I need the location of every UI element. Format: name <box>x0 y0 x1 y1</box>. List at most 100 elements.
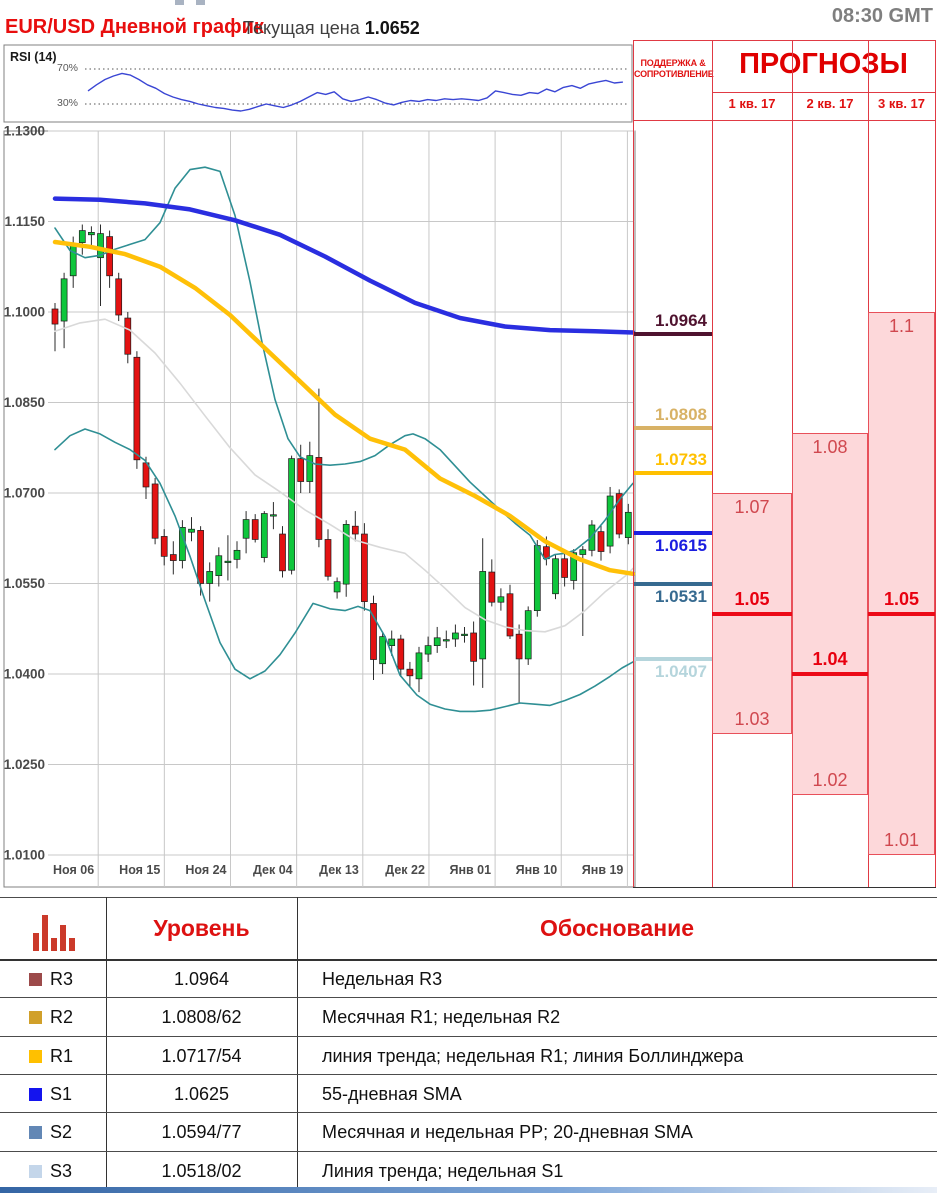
level-value-S3: 1.0518/02 <box>161 1160 242 1181</box>
level-color-swatch-R1 <box>29 1049 42 1063</box>
candle-up <box>452 632 459 640</box>
forecast-pivot-line <box>712 611 792 616</box>
candle-up <box>588 524 596 551</box>
rsi-line <box>87 72 623 112</box>
candle-down <box>351 525 359 535</box>
rsi-70-tick: 70% <box>56 62 78 74</box>
candle-up <box>442 639 450 642</box>
candle-down <box>279 533 286 572</box>
cropped-logo-artifact <box>175 0 184 5</box>
forecasts-header: ПРОГНОЗЫ <box>739 48 908 80</box>
timestamp-gmt: 08:30 GMT <box>831 5 933 27</box>
x-axis-label: Дек 13 <box>319 863 359 877</box>
table-row-border <box>0 997 937 999</box>
candle-up <box>461 633 468 636</box>
level-color-swatch-S3 <box>29 1164 42 1178</box>
quarter-3-header: 3 кв. 17 <box>877 96 926 111</box>
candle-up <box>533 545 541 611</box>
forecast-pivot-label: 1.05 <box>883 588 920 609</box>
level-reason-S3: Линия тренда; недельная S1 <box>322 1160 564 1181</box>
candle-up <box>333 581 341 593</box>
candle-up <box>342 524 350 585</box>
sr-level-line-R1 <box>634 471 712 476</box>
x-axis-label: Янв 19 <box>582 863 624 877</box>
level-reason-R3: Недельная R3 <box>322 969 443 990</box>
y-axis-tick: 1.0850 <box>4 395 45 410</box>
forecast-high-label: 1.08 <box>812 436 848 457</box>
candle-up <box>479 571 487 660</box>
candle-up <box>388 638 396 646</box>
forecast-high-label: 1.07 <box>734 497 770 517</box>
candle-up <box>97 233 104 259</box>
level-key-R1: R1 <box>50 1045 74 1066</box>
candle-down <box>133 356 141 461</box>
table-row-border <box>0 1073 937 1075</box>
candle-down <box>315 457 323 540</box>
candle-up <box>260 513 268 558</box>
candle-up <box>270 514 277 517</box>
level-color-swatch-R2 <box>29 1011 42 1025</box>
level-reason-S2: Месячная и недельная PP; 20-дневная SMA <box>322 1122 693 1143</box>
table-header-level: Уровень <box>153 915 250 941</box>
bar-chart-icon <box>33 911 77 956</box>
candle-down <box>515 633 523 660</box>
forecast-low-label: 1.01 <box>883 830 920 850</box>
forecast-pivot-label: 1.04 <box>812 649 848 669</box>
panel-border <box>633 120 936 122</box>
candle-down <box>151 483 159 539</box>
sr-level-line-S2 <box>634 581 712 586</box>
quarter-2-header: 2 кв. 17 <box>806 96 854 111</box>
table-row-border <box>0 1035 937 1037</box>
panel-border <box>712 92 936 94</box>
candle-down <box>197 530 204 584</box>
candle-up <box>88 232 95 236</box>
candle-up <box>242 519 250 539</box>
candle-up <box>424 645 432 655</box>
blue-ma-line <box>52 196 636 335</box>
x-axis-label: Ноя 15 <box>119 863 160 877</box>
candle-down <box>370 603 377 660</box>
candle-down <box>169 554 177 561</box>
y-axis-tick: 1.1300 <box>4 124 45 139</box>
sr-level-line-S3 <box>634 656 712 661</box>
support-resistance-header: ПОДДЕРЖКА & СОПРОТИВЛЕНИЕ <box>634 58 714 79</box>
y-axis-tick: 1.0100 <box>4 848 45 863</box>
panel-border <box>633 40 635 888</box>
candle-down <box>160 536 168 557</box>
forecast-high-label: 1.1 <box>888 316 915 336</box>
x-axis-label: Янв 10 <box>516 863 558 877</box>
y-axis-tick: 1.0550 <box>4 576 45 591</box>
level-reason-R2: Месячная R1; недельная R2 <box>322 1007 561 1028</box>
panel-border <box>935 40 937 888</box>
footer-accent-bar <box>0 1187 937 1193</box>
rsi-30-tick: 30% <box>56 97 78 109</box>
sr-level-label-R2: 1.0808 <box>655 404 707 424</box>
candle-up <box>206 571 214 584</box>
candle-down <box>397 638 405 670</box>
candle-up <box>579 549 587 555</box>
level-value-R3: 1.0964 <box>173 969 230 990</box>
candle-down <box>115 278 123 316</box>
forecast-low-label: 1.02 <box>812 769 848 790</box>
level-color-swatch-S1 <box>29 1088 42 1102</box>
cropped-logo-artifact <box>196 0 205 5</box>
sr-level-label-S1: 1.0615 <box>655 536 707 556</box>
candle-up <box>570 552 578 581</box>
sr-level-label-S2: 1.0531 <box>655 586 707 606</box>
candle-up <box>306 455 314 482</box>
sr-level-label-S3: 1.0407 <box>655 661 707 681</box>
panel-border <box>712 40 714 888</box>
candle-down <box>361 533 368 602</box>
candle-up <box>624 511 632 538</box>
forecast-pivot-line <box>792 672 868 676</box>
candle-up <box>188 528 195 533</box>
level-key-R3: R3 <box>50 969 74 990</box>
current-price: Текущая цена 1.0652 <box>243 18 420 39</box>
candle-down <box>488 571 496 603</box>
candle-down <box>506 593 514 637</box>
candle-down <box>251 519 259 540</box>
panel-bottom-border <box>633 887 936 889</box>
sr-level-label-R3: 1.0964 <box>655 310 707 330</box>
level-key-S2: S2 <box>50 1122 73 1143</box>
candle-down <box>106 236 113 277</box>
